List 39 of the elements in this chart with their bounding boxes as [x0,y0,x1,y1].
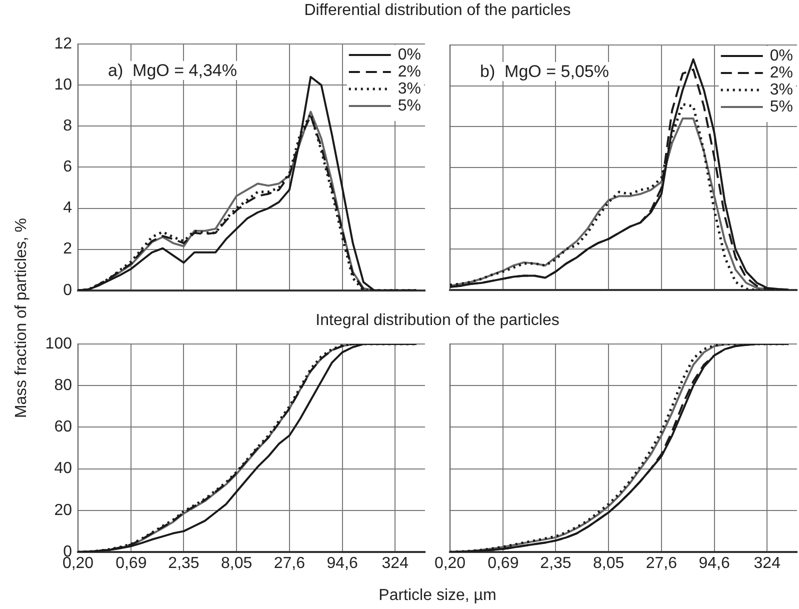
x-tick-label: 94,6 [698,555,730,572]
annotation: a) MgO = 4,34% [108,61,237,80]
legend-label: 3% [770,81,793,98]
y-tick-label: 2 [63,240,72,258]
annotation: b) MgO = 5,05% [480,62,609,81]
y-tick-label: 10 [54,76,72,94]
x-axis-title: Particle size, µm [378,587,498,605]
x-tick-label: 8,05 [592,555,624,572]
legend-label: 3% [398,80,421,98]
y-tick-label: 6 [63,158,72,176]
y-tick-label: 20 [54,502,72,519]
y-tick-label: 100 [45,335,72,352]
x-tick-label: 324 [382,555,409,572]
x-tick-label: 324 [754,555,781,572]
legend-label: 2% [770,64,793,82]
legend-label: 0% [770,47,793,64]
legend-label: 5% [770,98,793,116]
y-tick-label: 0 [63,282,72,299]
x-tick-label: 2,35 [540,555,572,572]
x-tick-label: 94,6 [326,555,358,572]
y-tick-label: 12 [54,35,72,52]
x-tick-label: 0,69 [116,555,147,572]
x-tick-label: 2,35 [168,555,200,572]
x-tick-label: 0,20 [434,555,466,572]
y-axis-title: Mass fraction of particles, % [12,216,31,420]
y-tick-label: 80 [54,377,72,394]
y-tick-label: 40 [54,460,72,478]
chart-title: Differential distribution of the particles [303,2,572,20]
x-tick-label: 27,6 [274,555,306,572]
legend-label: 5% [398,97,421,114]
y-tick-label: 60 [54,418,72,436]
x-tick-label: 8,05 [220,555,252,572]
legend-label: 2% [398,63,421,80]
x-tick-label: 27,6 [646,555,678,572]
chart-title: Integral distribution of the particles [314,312,560,330]
y-tick-label: 4 [63,200,72,217]
x-tick-label: 0,69 [488,555,519,572]
y-tick-label: 8 [63,118,72,135]
legend-label: 0% [398,46,421,64]
